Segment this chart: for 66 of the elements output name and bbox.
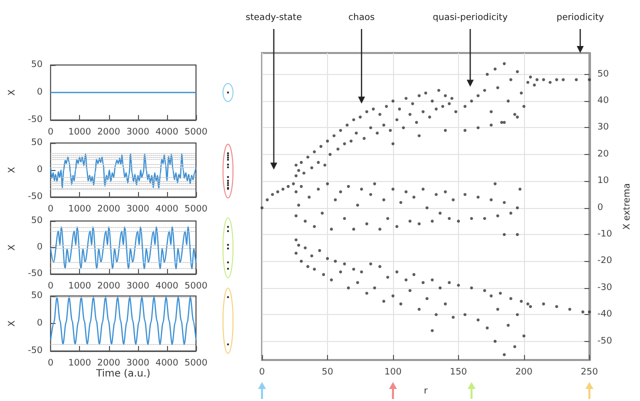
y-tick-label: 50 [31, 291, 43, 301]
x-tick-label: 5000 [184, 282, 208, 292]
x-tick-label: 2000 [97, 282, 120, 292]
y-tick-label: -50 [28, 346, 43, 356]
y-tick-label: -50 [28, 269, 43, 279]
x-tick-label: 1000 [68, 128, 92, 138]
y-tick-label: 50 [31, 60, 43, 70]
y-tick-label: 30 [597, 122, 610, 133]
x-tick-label: 5000 [184, 128, 208, 138]
x-tick-label: 1000 [68, 204, 92, 214]
x-tick-label: 4000 [155, 128, 179, 138]
line-series [50, 296, 197, 345]
y-tick-label: -30 [597, 282, 612, 293]
y-tick-label: 0 [36, 165, 43, 175]
x-tick-label: 4000 [155, 282, 179, 292]
y-tick-label: 50 [31, 216, 43, 226]
line-series [50, 226, 197, 270]
x-tick-label: 2000 [97, 358, 120, 368]
text: periodicity [556, 13, 605, 23]
x-tick-label: 0 [259, 368, 266, 378]
x-tick-label: 5000 [184, 204, 208, 214]
x-tick-label: 50 [322, 368, 334, 378]
text: steady-state [246, 13, 302, 23]
x-tick-label: 0 [48, 358, 54, 368]
y-tick-label: -50 [28, 192, 43, 202]
y-tick-label: 20 [597, 149, 610, 160]
text: chaos [348, 13, 376, 23]
x-axis-title: Time (a.u.) [95, 368, 151, 380]
y-tick-label: -40 [597, 310, 612, 320]
x-tick-label: 2000 [97, 204, 120, 214]
y-axis-title: X [8, 89, 18, 96]
text: quasi-periodicity [432, 13, 508, 23]
y-axis-title: X [8, 244, 18, 251]
x-tick-label: 3000 [126, 358, 150, 368]
x-tick-label: 200 [515, 368, 533, 378]
x-tick-label: 0 [48, 282, 54, 292]
x-axis-title: r [424, 386, 428, 396]
y-tick-label: 0 [36, 318, 43, 328]
y-tick-label: 50 [31, 138, 43, 148]
x-tick-label: 250 [580, 368, 598, 378]
x-tick-label: 1000 [68, 282, 92, 292]
x-tick-label: 1000 [68, 358, 92, 368]
y-axis-title: X extrema [622, 183, 632, 230]
y-tick-label: 50 [597, 69, 610, 80]
x-tick-label: 2000 [97, 128, 120, 138]
x-tick-label: 3000 [126, 204, 150, 214]
x-tick-label: 0 [48, 204, 54, 214]
y-axis-title: X [8, 320, 18, 327]
x-tick-label: 3000 [126, 128, 150, 138]
y-tick-label: -10 [597, 230, 612, 240]
y-tick-label: 0 [36, 242, 43, 252]
y-tick-label: 10 [597, 176, 610, 186]
x-tick-label: 4000 [155, 204, 179, 214]
x-tick-label: 150 [450, 368, 468, 378]
x-tick-label: 5000 [184, 358, 208, 368]
x-tick-label: 3000 [126, 282, 150, 292]
line-series [50, 153, 197, 190]
y-tick-label: 0 [36, 88, 43, 98]
y-tick-label: -20 [597, 256, 612, 266]
x-tick-label: 100 [384, 368, 402, 378]
y-tick-label: 40 [597, 96, 610, 106]
y-tick-label: -50 [597, 336, 612, 346]
y-tick-label: -50 [28, 115, 43, 125]
x-tick-label: 4000 [155, 358, 179, 368]
y-axis-title: X [8, 166, 18, 174]
x-tick-label: 0 [48, 128, 54, 138]
